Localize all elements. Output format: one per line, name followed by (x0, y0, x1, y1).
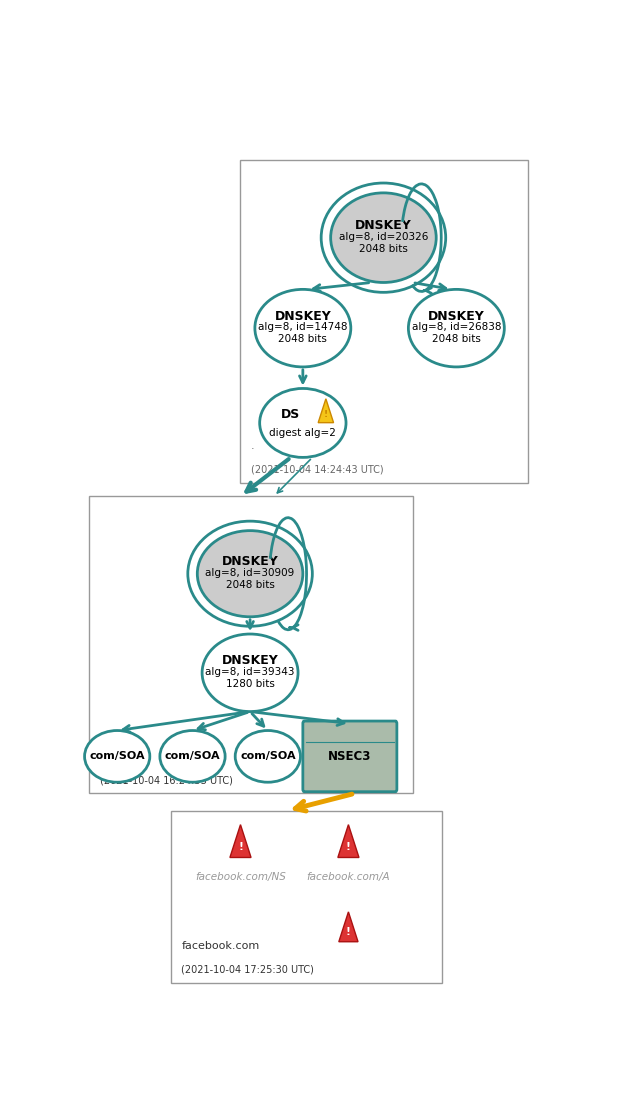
Text: !: ! (324, 411, 328, 420)
Polygon shape (338, 825, 359, 857)
Text: DNSKEY: DNSKEY (355, 219, 412, 232)
Text: alg=8, id=30909: alg=8, id=30909 (206, 567, 295, 577)
Text: !: ! (346, 927, 351, 937)
Text: (2021-10-04 17:25:30 UTC): (2021-10-04 17:25:30 UTC) (181, 965, 314, 975)
Text: digest alg=2: digest alg=2 (269, 429, 336, 439)
Text: facebook.com/NS: facebook.com/NS (195, 872, 286, 882)
Text: com: com (100, 751, 124, 761)
Ellipse shape (331, 192, 436, 282)
Text: DNSKEY: DNSKEY (428, 310, 485, 322)
Text: com/SOA: com/SOA (240, 751, 296, 761)
Text: !: ! (346, 841, 351, 852)
Text: facebook.com: facebook.com (181, 941, 260, 950)
FancyBboxPatch shape (241, 160, 529, 483)
Ellipse shape (160, 731, 225, 782)
Text: alg=8, id=26838: alg=8, id=26838 (412, 322, 501, 332)
Polygon shape (318, 398, 334, 423)
Text: !: ! (238, 841, 243, 852)
Ellipse shape (255, 290, 351, 367)
Text: (2021-10-04 16:24:55 UTC): (2021-10-04 16:24:55 UTC) (100, 775, 233, 786)
Text: DNSKEY: DNSKEY (222, 655, 279, 667)
Text: DNSKEY: DNSKEY (274, 310, 331, 322)
Text: (2021-10-04 14:24:43 UTC): (2021-10-04 14:24:43 UTC) (251, 464, 384, 474)
Text: alg=8, id=39343: alg=8, id=39343 (206, 667, 295, 677)
Polygon shape (230, 825, 251, 857)
Text: 2048 bits: 2048 bits (359, 244, 408, 254)
Text: 1280 bits: 1280 bits (226, 679, 274, 689)
Text: com/SOA: com/SOA (165, 751, 220, 761)
Ellipse shape (85, 731, 150, 782)
Polygon shape (339, 912, 358, 942)
Text: .: . (251, 441, 254, 451)
Text: 2048 bits: 2048 bits (226, 580, 274, 590)
FancyBboxPatch shape (89, 496, 413, 793)
Text: DNSKEY: DNSKEY (222, 555, 279, 568)
Text: NSEC3: NSEC3 (328, 750, 371, 763)
Text: facebook.com/A: facebook.com/A (306, 872, 390, 882)
Ellipse shape (260, 388, 346, 458)
Text: DS: DS (281, 407, 300, 421)
FancyBboxPatch shape (303, 721, 397, 792)
Text: com/SOA: com/SOA (89, 751, 145, 761)
Text: 2048 bits: 2048 bits (432, 335, 481, 345)
Ellipse shape (409, 290, 504, 367)
FancyBboxPatch shape (171, 810, 442, 982)
Ellipse shape (235, 731, 300, 782)
Ellipse shape (197, 530, 303, 617)
Text: alg=8, id=20326: alg=8, id=20326 (339, 232, 428, 242)
Text: 2048 bits: 2048 bits (279, 335, 327, 345)
Ellipse shape (202, 634, 298, 712)
Text: alg=8, id=14748: alg=8, id=14748 (258, 322, 348, 332)
